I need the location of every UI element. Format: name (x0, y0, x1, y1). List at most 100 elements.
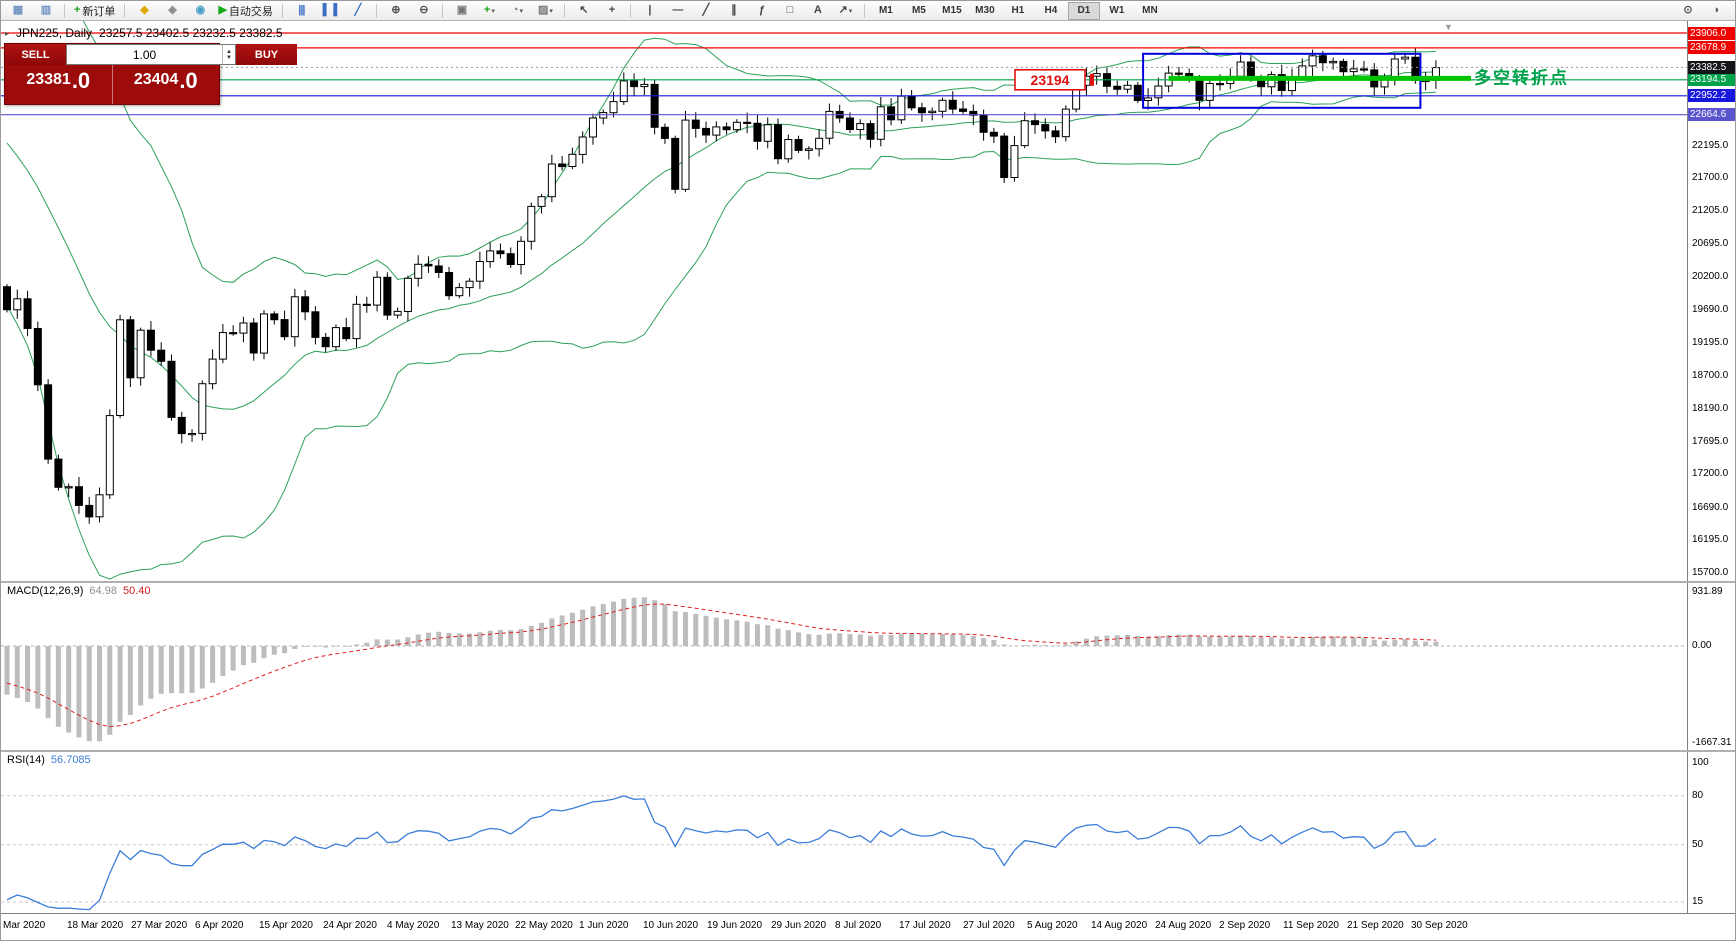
time-axis-label: 17 Jul 2020 (899, 920, 951, 931)
collapse-icon[interactable]: ▸ (5, 28, 10, 38)
zoom-out-button[interactable]: ⊖ (410, 1, 437, 20)
chart-candles-icon: ▌▐ (322, 4, 338, 16)
text-label-button[interactable]: A (804, 1, 831, 20)
new-order-button[interactable]: + 新订单 (70, 1, 119, 20)
price-annotation-box[interactable] (1014, 68, 1086, 91)
periods-button[interactable]: ◔ ▾ (504, 1, 531, 20)
sell-price[interactable]: 23381 .0 (5, 65, 112, 104)
time-axis-label: 24 Aug 2020 (1155, 920, 1212, 931)
community-button[interactable]: ◗ (1703, 1, 1730, 20)
rsi-axis-label: 80 (1692, 789, 1704, 801)
arrows-caret-icon[interactable]: ▾ (848, 7, 853, 15)
chart-candles-button[interactable]: ▌▐ (316, 1, 343, 20)
new-chart-button[interactable]: ▦ (4, 1, 31, 20)
timeframe-m15-button[interactable]: M15 (942, 5, 962, 16)
timeframe-m30-button[interactable]: M30 (975, 5, 995, 16)
volume-field-wrap: ▲▼ (66, 44, 236, 65)
toolbar-separator (629, 3, 631, 18)
main-price-chart[interactable]: 23194 多空转折点 (1, 21, 1687, 581)
profiles-button[interactable]: ▥ (32, 1, 59, 20)
spinner-up-icon[interactable]: ▲ (226, 48, 232, 55)
toolbar-separator (441, 3, 443, 18)
rsi-subwindow[interactable] (1, 752, 1687, 913)
buy-button[interactable]: BUY (236, 44, 297, 65)
price-badge-22952.2: 22952.2 (1687, 89, 1735, 103)
timeframe-mn-button[interactable]: MN (1142, 5, 1158, 16)
buy-price-decimal: .0 (179, 68, 198, 93)
cursor-button[interactable]: ↖ (570, 1, 597, 20)
market-watch-icon: ◈ (168, 4, 177, 16)
chart-ohlc-values: 23257.5 23402.5 23232.5 23382.5 (99, 26, 283, 40)
macd-indicator-label: MACD(12,26,9) 64.98 50.40 (7, 585, 150, 597)
timeframe-m5-button[interactable]: M5 (911, 5, 926, 16)
macd-value-main: 64.98 (89, 585, 117, 597)
metaeditor-button[interactable]: ◆ (130, 1, 157, 20)
buy-price-main: 23404 (133, 71, 179, 88)
crosshair-button[interactable]: + (598, 1, 625, 20)
buy-price[interactable]: 23404 .0 (111, 65, 220, 104)
trade-panel-prices: 23381 .0 23404 .0 (5, 65, 219, 104)
channel-button[interactable]: ∥ (720, 1, 747, 20)
templates-caret-icon[interactable]: ▾ (549, 7, 553, 15)
search-button[interactable]: ⊙ (1674, 1, 1701, 20)
chart-line-icon: ╱ (354, 4, 362, 16)
indicators-caret-icon[interactable]: ▾ (491, 7, 495, 15)
templates-button[interactable]: ▨ ▾ (532, 1, 559, 20)
macd-subwindow[interactable] (1, 583, 1687, 750)
horizontal-line-button[interactable]: — (664, 1, 691, 20)
turning-point-label[interactable]: 多空转折点 (1474, 68, 1569, 88)
search-icon: ⊙ (1683, 4, 1692, 16)
toolbar-separator (64, 3, 65, 18)
window-separator[interactable] (1, 750, 1735, 752)
toolbar: ▦ ▥ + 新订单 ◆ ◈ ◉ ▶ 自动交易 ||| ▌▐ ╱ ⊕ ⊖ ▣ + ▾ ◔ ▾ ▨ ▾ ↖ + | — ╱ ∥ ƒ □ A ↗ ▾… (1, 1, 1735, 21)
time-axis[interactable]: Mar 2020 18 Mar 2020 27 Mar 2020 6 Apr 2020… (1, 913, 1735, 940)
time-axis-label: 8 Jul 2020 (835, 920, 882, 931)
chart-symbol-period: JPN225, Daily (16, 26, 93, 40)
price-tick-label: 16195.0 (1692, 534, 1729, 546)
price-axis[interactable]: 22195.0 21700.0 21205.0 20695.0 20200.0 19690… (1687, 1, 1735, 913)
volume-input[interactable] (67, 45, 222, 64)
bid-price-badge: 23382.5 (1687, 60, 1735, 74)
vertical-line-button[interactable]: | (636, 1, 663, 20)
spinner-down-icon[interactable]: ▼ (226, 54, 232, 61)
crosshair-icon: + (608, 4, 616, 16)
timeframe-h1-button[interactable]: H1 (1011, 5, 1025, 16)
chart-bars-button[interactable]: ||| (288, 1, 315, 20)
zoom-in-button[interactable]: ⊕ (382, 1, 409, 20)
timeframe-d1-button[interactable]: D1 (1067, 1, 1100, 20)
time-axis-label: 15 Apr 2020 (259, 920, 313, 931)
zoom-in-icon: ⊕ (391, 4, 400, 16)
trendline-button[interactable]: ╱ (692, 1, 719, 20)
market-watch-button[interactable]: ◈ (158, 1, 185, 20)
price-badge-23194.5: 23194.5 (1687, 73, 1735, 87)
one-click-trading-panel[interactable]: SELL ▲▼ BUY 23381 .0 23404 .0 (4, 43, 297, 105)
chart-line-button[interactable]: ╱ (344, 1, 371, 20)
indicators-icon: + (483, 4, 491, 16)
navigator-button[interactable]: ◉ (186, 1, 213, 20)
fibonacci-button[interactable]: ƒ (748, 1, 775, 20)
volume-spinner[interactable]: ▲ ▼ (222, 45, 235, 64)
sell-price-decimal: .0 (71, 68, 91, 93)
price-badge-23906.0: 23906.0 (1687, 26, 1735, 40)
timeframe-h4-button[interactable]: H4 (1044, 5, 1058, 16)
periods-caret-icon[interactable]: ▾ (519, 7, 523, 15)
periods-icon: ◔ (511, 4, 519, 16)
rsi-axis-label: 50 (1692, 838, 1704, 850)
timeframe-m1-button[interactable]: M1 (878, 5, 893, 16)
arrows-button[interactable]: ↗ ▾ (832, 1, 859, 20)
sell-button[interactable]: SELL (5, 44, 66, 65)
time-axis-label: 5 Aug 2020 (1027, 920, 1078, 931)
autotrading-button[interactable]: ▶ 自动交易 (214, 1, 276, 20)
chart-bars-icon: ||| (298, 4, 305, 16)
bollinger-band-m (6, 71, 1436, 410)
timeframe-w1-button[interactable]: W1 (1109, 5, 1125, 16)
time-axis-label: 18 Mar 2020 (67, 920, 124, 931)
tile-windows-button[interactable]: ▣ (448, 1, 475, 20)
indicators-button[interactable]: + ▾ (476, 1, 503, 20)
toolbar-right-group: ⊙ ◗ (1674, 1, 1734, 20)
shapes-button[interactable]: □ (776, 1, 803, 20)
text-label-icon: A (813, 4, 822, 16)
toolbar-separator (124, 3, 126, 18)
window-separator[interactable] (1, 581, 1735, 583)
chart-shift-marker[interactable]: ▼ (1444, 22, 1453, 32)
